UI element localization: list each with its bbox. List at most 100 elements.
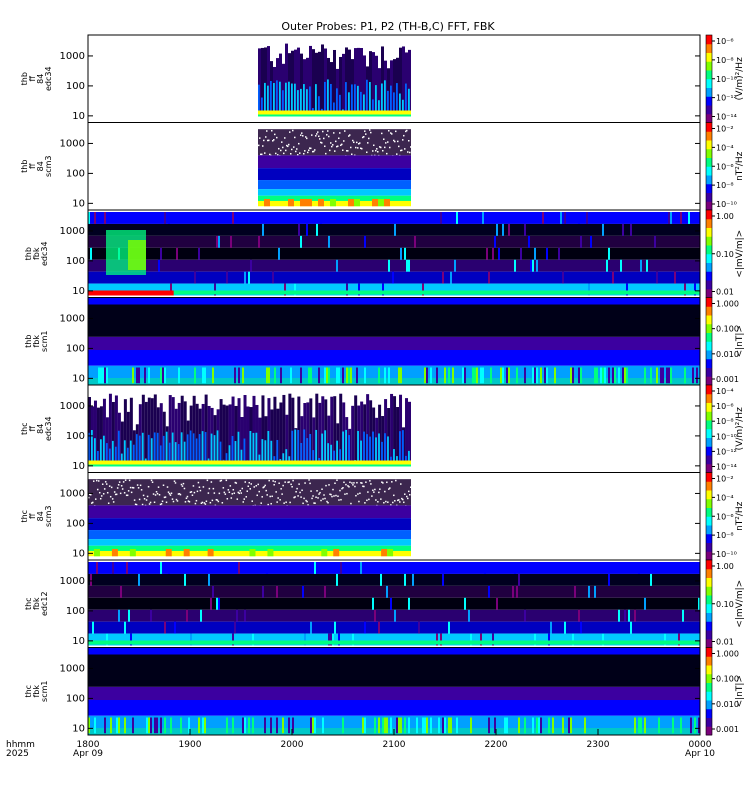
y-tick-label: 10 [72, 461, 85, 472]
colorbar-tick-label: 1.000 [716, 300, 739, 309]
spectrogram-data [88, 297, 700, 385]
y-tick-label: 1000 [60, 488, 85, 499]
colorbar-tick-label: 0.001 [716, 725, 739, 734]
panel-2: 10 100 1000 thb ff 84 scm3 10⁻² 10⁻⁴ 10⁻⁶ 10⁻⁸ 10⁻¹… [20, 122, 745, 211]
y-tick-label: 100 [66, 518, 85, 529]
chart-title: Outer Probes: P1, P2 (TH-B,C) FFT, FBK [281, 20, 495, 33]
ylabel-line: edc34 [40, 241, 49, 266]
colorbar-label: <|nT|> [735, 675, 745, 707]
colorbar-tick-label: 0.010 [716, 700, 739, 709]
y-tick-label: 10 [72, 548, 85, 559]
panel-4: 10 100 1000 thb fbk scm1 1.000 0.100 0.010 0.001 <… [24, 297, 745, 386]
spectrogram-data [88, 393, 411, 467]
y-tick-label: 10 [72, 723, 85, 734]
spectrogram-data [258, 129, 412, 207]
colorbar-tick-label: 10⁻⁶ [716, 162, 734, 171]
y-tick-label: 10 [72, 373, 85, 384]
ylabel-line: edc34 [44, 416, 53, 441]
colorbar: 1.000 0.100 0.010 0.001 <|nT|> [705, 297, 745, 386]
ylabel-line: thc [24, 597, 33, 610]
ylabel-line: scm3 [44, 506, 53, 527]
panel-ylabel: thb ff 84 edc34 [20, 66, 53, 91]
spectrogram-data [258, 43, 411, 117]
spectrogram-data [88, 562, 700, 646]
colorbar-tick-label: 0.01 [716, 288, 734, 297]
colorbar-tick-label: 1.000 [716, 650, 739, 659]
y-tick-label: 100 [66, 693, 85, 704]
spectrogram-data [88, 212, 700, 296]
y-tick-label: 100 [66, 81, 85, 92]
colorbar-tick-label: 1.00 [716, 562, 734, 571]
colorbar-tick-label: 10⁻¹⁰ [716, 432, 737, 441]
y-tick-label: 10 [72, 111, 85, 122]
colorbar-tick-label: 10⁻⁶ [716, 37, 734, 46]
colorbar: 1.00 0.10 0.01 <|mV/m|> [705, 559, 745, 648]
ylabel-line: ff [28, 76, 37, 82]
colorbar-tick-label: 10⁻⁸ [716, 56, 734, 65]
ylabel-line: 84 [36, 511, 45, 521]
colorbar-tick-label: 10⁻⁴ [716, 387, 734, 396]
x-tick-label: 1900 [179, 740, 202, 750]
x-tick-label: 2000 [281, 740, 304, 750]
y-tick-label: 100 [66, 343, 85, 354]
colorbar: 10⁻² 10⁻⁴ 10⁻⁶ 10⁻⁸ 10⁻¹⁰ nT²/Hz [705, 472, 745, 561]
colorbar-label: (V/m)²/Hz [735, 57, 745, 100]
colorbar-tick-label: 10⁻⁴ [716, 143, 734, 152]
colorbar-label: (V/m)²/Hz [735, 407, 745, 450]
spectrogram-data [88, 647, 700, 735]
y-tick-label: 1000 [60, 138, 85, 149]
ylabel-line: thc [24, 685, 33, 698]
colorbar-label: <|mV/m|> [735, 230, 745, 278]
colorbar: 10⁻⁴ 10⁻⁶ 10⁻⁸ 10⁻¹⁰ 10⁻¹² 10⁻¹⁴ (V/m)²/Hz [705, 384, 745, 473]
panel-ylabel: thc ff 84 edc34 [20, 416, 53, 441]
colorbar: 1.000 0.100 0.010 0.001 <|nT|> [705, 647, 745, 736]
colorbar-tick-label: 10⁻⁴ [716, 493, 734, 502]
ylabel-line: 84 [36, 161, 45, 171]
ylabel-line: fbk [32, 597, 41, 610]
colorbar-tick-label: 10⁻⁸ [716, 531, 734, 540]
ylabel-line: fbk [32, 335, 41, 348]
panel-6: 10 100 1000 thc ff 84 scm3 10⁻² 10⁻⁴ 10⁻⁶ 10⁻⁸ 10⁻¹… [20, 472, 745, 561]
y-tick-label: 10 [72, 286, 85, 297]
panel-ylabel: thc ff 84 scm3 [20, 506, 53, 527]
ylabel-line: thb [24, 335, 33, 348]
colorbar-tick-label: 10⁻¹² [716, 447, 737, 456]
ylabel-line: fbk [32, 685, 41, 698]
colorbar-tick-label: 0.100 [716, 325, 739, 334]
x-tick-date: Apr 09 [73, 749, 103, 759]
ylabel-line: thc [20, 510, 29, 523]
y-tick-label: 1000 [60, 576, 85, 587]
y-tick-label: 100 [66, 606, 85, 617]
colorbar-tick-label: 10⁻⁸ [716, 181, 734, 190]
y-tick-label: 10 [72, 636, 85, 647]
panel-7: 10 100 1000 thc fbk edc12 1.00 0.10 0.01 <|mV/m|> [24, 559, 745, 648]
colorbar-tick-label: 10⁻¹⁰ [716, 75, 737, 84]
colorbar-label: <|nT|> [735, 325, 745, 357]
colorbar-tick-label: 0.01 [716, 638, 734, 647]
ylabel-line: scm3 [44, 156, 53, 177]
x-tick-label: 2100 [383, 740, 406, 750]
ylabel-line: thb [20, 160, 29, 173]
x-tick-label: 2200 [485, 740, 508, 750]
y-tick-label: 1000 [60, 226, 85, 237]
y-tick-label: 1000 [60, 663, 85, 674]
x-tick-date: Apr 10 [685, 749, 715, 759]
y-tick-label: 1000 [60, 51, 85, 62]
y-tick-label: 100 [66, 431, 85, 442]
colorbar-tick-label: 0.10 [716, 250, 734, 259]
panel-ylabel: thb fbk edc34 [24, 241, 49, 266]
colorbar-label: nT²/Hz [735, 501, 745, 531]
ylabel-line: scm1 [40, 681, 49, 702]
colorbar-tick-label: 10⁻⁶ [716, 402, 734, 411]
x-tick-label: 2300 [587, 740, 610, 750]
panel-ylabel: thc fbk edc12 [24, 591, 49, 616]
x-tick-label: 1800 [77, 740, 100, 750]
colorbar-tick-label: 10⁻⁸ [716, 417, 734, 426]
colorbar-tick-label: 0.010 [716, 350, 739, 359]
panel-3: 10 100 1000 thb fbk edc34 1.00 0.10 0.01 <|mV/m|> [24, 209, 745, 298]
time-axis-corner-label: hhmm [6, 740, 35, 750]
